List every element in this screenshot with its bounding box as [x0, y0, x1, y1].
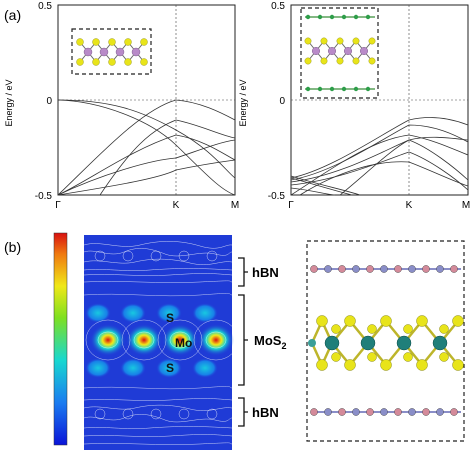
- right-ytick-top: 0.5: [271, 1, 285, 12]
- s-upper-density: [85, 303, 218, 323]
- right-xtick-gamma: Γ: [288, 200, 294, 211]
- left-band-lines: [57, 99, 236, 196]
- atom-label-s-bottom: S: [166, 361, 174, 375]
- right-band-8: [290, 177, 353, 196]
- bracket-mos2: [238, 294, 248, 386]
- left-band-7: [57, 159, 236, 196]
- bracket-hbn-bottom: [238, 397, 248, 427]
- layer-label-mos2-sub: 2: [281, 341, 286, 351]
- right-band-6: [299, 161, 469, 196]
- right-band-lines: [290, 117, 469, 196]
- left-band-1: [57, 99, 236, 179]
- left-ytick-mid: 0: [46, 96, 52, 107]
- atom-label-mo: Mo: [175, 336, 192, 350]
- left-band-2: [57, 99, 236, 196]
- left-xtick-k: K: [173, 200, 180, 211]
- left-band-plot: Energy / eV 0.5 0 -0.5 Γ K M: [4, 1, 239, 211]
- layer-label-mos2-main: MoS: [254, 333, 282, 348]
- left-structure-inset: [71, 28, 152, 75]
- left-xtick-gamma: Γ: [55, 200, 61, 211]
- charge-density-map: S Mo S: [83, 235, 239, 450]
- left-band-4: [57, 134, 236, 196]
- left-ytick-bottom: -0.5: [35, 191, 53, 202]
- panel-a-label: (a): [4, 7, 21, 23]
- right-ytick-mid: 0: [279, 96, 285, 107]
- mo-density: [90, 324, 234, 356]
- left-band-6: [99, 119, 236, 196]
- colorbar: [53, 232, 68, 446]
- right-band-1: [290, 117, 469, 179]
- right-band-4: [290, 151, 469, 191]
- left-band-3: [57, 99, 236, 196]
- right-ytick-bottom: -0.5: [268, 191, 286, 202]
- layer-label-hbn-top: hBN: [252, 265, 279, 280]
- layer-label-mos2: MoS2: [254, 333, 286, 351]
- panel-b-label: (b): [4, 239, 21, 255]
- right-band-7: [290, 175, 361, 196]
- layer-brackets: [238, 257, 248, 427]
- right-xtick-k: K: [406, 200, 413, 211]
- left-band-5: [57, 139, 236, 196]
- right-band-2: [290, 124, 469, 181]
- right-band-9: [290, 187, 336, 196]
- left-inset-mos2: [76, 38, 148, 66]
- right-structure-inset: [300, 7, 379, 99]
- hbn-top-layer: [310, 265, 461, 273]
- structure-frame: [306, 240, 465, 442]
- right-inset-heterostructure: [304, 14, 376, 92]
- right-band-10: [339, 136, 469, 196]
- left-ylabel: Energy / eV: [4, 79, 14, 126]
- right-ylabel: Energy / eV: [238, 79, 248, 126]
- right-band-5: [290, 134, 469, 196]
- right-band-plot: Energy / eV 0.5 0 -0.5 Γ K M: [238, 1, 470, 211]
- atom-label-s-top: S: [166, 311, 174, 325]
- mos2-layer: [308, 315, 464, 371]
- bracket-hbn-top: [238, 257, 248, 287]
- right-xtick-m: M: [462, 200, 470, 211]
- left-ytick-top: 0.5: [38, 1, 52, 12]
- s-lower-density: [85, 358, 218, 378]
- layer-label-hbn-bottom: hBN: [252, 405, 279, 420]
- hbn-bottom-layer: [310, 408, 461, 416]
- left-xtick-m: M: [231, 200, 239, 211]
- heterostructure-side-view: [306, 240, 465, 442]
